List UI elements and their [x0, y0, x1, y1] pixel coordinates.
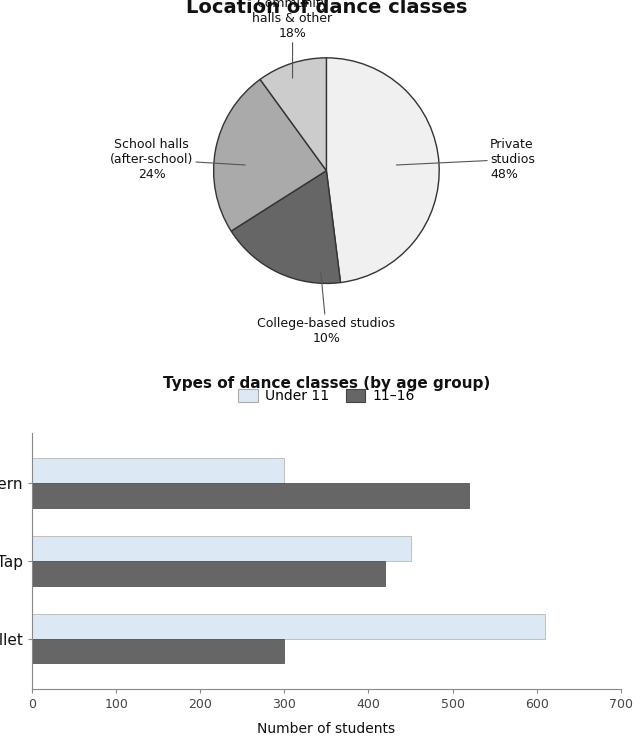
Wedge shape [326, 58, 439, 282]
Bar [32, 639, 284, 663]
Wedge shape [231, 170, 340, 284]
Bar [32, 561, 385, 586]
Bar [32, 614, 545, 639]
Title: Types of dance classes (by age group): Types of dance classes (by age group) [163, 376, 490, 391]
Bar [32, 483, 469, 508]
Text: Community
halls & other
18%: Community halls & other 18% [253, 0, 333, 78]
Text: College-based studios
10%: College-based studios 10% [257, 272, 396, 345]
X-axis label: Number of students: Number of students [257, 722, 396, 737]
Text: School halls
(after-school)
24%: School halls (after-school) 24% [110, 138, 245, 181]
Title: Location of dance classes: Location of dance classes [186, 0, 467, 17]
Wedge shape [214, 79, 326, 231]
Bar [32, 459, 284, 483]
Bar [32, 536, 410, 561]
Legend: Under 11, 11–16: Under 11, 11–16 [233, 383, 420, 409]
Wedge shape [260, 58, 326, 170]
Text: Private
studios
48%: Private studios 48% [396, 138, 535, 181]
